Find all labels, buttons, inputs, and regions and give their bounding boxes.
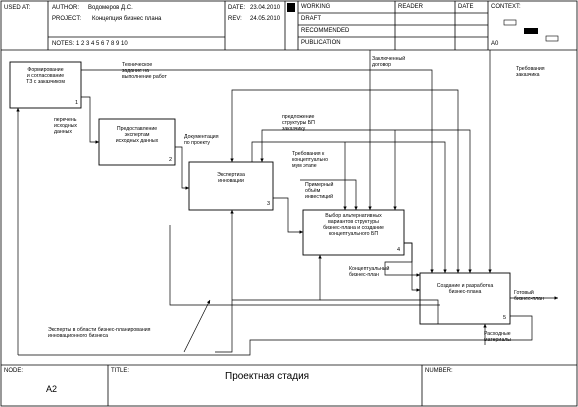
box-1-title: Формирование и согласование ТЗ с заказчи… bbox=[26, 67, 65, 85]
author-value: Водомеров Д.С. bbox=[88, 5, 133, 11]
date-value: 23.04.2010 bbox=[250, 5, 281, 11]
box-4-title: Выбор альтернативных вариантов структуры… bbox=[323, 213, 384, 237]
arrow-label-concept-requirements: Требования к концептуально мум этапе bbox=[292, 151, 329, 169]
status-publication: PUBLICATION bbox=[301, 40, 341, 46]
box-1-number: 1 bbox=[75, 100, 79, 106]
arrow-label-input-data: перечень исходных данных bbox=[54, 117, 78, 135]
rev-label: REV: bbox=[228, 16, 242, 22]
node-label: NODE: bbox=[4, 368, 24, 374]
author-label: AUTHOR: bbox=[52, 5, 79, 11]
title-label: TITLE: bbox=[111, 368, 130, 374]
date-label: DATE: bbox=[228, 5, 246, 11]
context-node: A0 bbox=[491, 41, 499, 47]
arrow-label-experts: Эксперты в области бизнес-планирования и… bbox=[48, 327, 151, 339]
status-working: WORKING bbox=[301, 4, 331, 10]
project-label: PROJECT: bbox=[52, 16, 82, 22]
rev-value: 24.05.2010 bbox=[250, 16, 281, 22]
arrow-label-documents: Документация по проекту bbox=[184, 134, 219, 146]
box-3-number: 3 bbox=[267, 201, 271, 207]
arrow-label-technical-task: Техническое задание на выполнение работ bbox=[122, 62, 167, 80]
box-5-number: 5 bbox=[503, 315, 507, 321]
arrow-label-proposal: предложение структуры БП заказчику bbox=[282, 114, 315, 132]
box-2-title: Предоставление экспертам исходных данных bbox=[115, 126, 159, 144]
node-value: A2 bbox=[46, 384, 58, 394]
box-4-number: 4 bbox=[397, 247, 401, 253]
context-label: CONTEXT: bbox=[491, 4, 521, 10]
arrow-label-concept-bp: Концептуальный бизнес-план bbox=[349, 266, 390, 278]
status-recommended: RECOMMENDED bbox=[301, 28, 350, 34]
arrow-label-volume: Примерный объём инвестиций bbox=[305, 182, 334, 200]
box-5-title: Создание и разработка бизнес-плана bbox=[436, 283, 494, 295]
arrow-label-materials: Расходные материалы bbox=[484, 331, 511, 343]
arrow-label-ready-bp: Готовый бизнес-план bbox=[514, 290, 544, 302]
reader-date-label: DATE bbox=[458, 4, 474, 10]
arrow-label-contract: Заключенный договор bbox=[372, 56, 406, 68]
project-value: Концепция бизнес плана bbox=[92, 16, 162, 22]
diagram-title: Проектная стадия bbox=[225, 371, 310, 382]
box-2-number: 2 bbox=[169, 157, 173, 163]
arrow-label-customer-requirements: Требования заказчика bbox=[516, 66, 545, 78]
reader-label: READER bbox=[398, 4, 424, 10]
used-at-label: USED AT: bbox=[4, 5, 31, 11]
number-label: NUMBER: bbox=[425, 368, 453, 374]
box-3-title: Экспертиза инновации bbox=[217, 172, 245, 184]
notes-label: NOTES: 1 2 3 4 5 6 7 8 9 10 bbox=[52, 41, 128, 47]
status-draft: DRAFT bbox=[301, 16, 321, 22]
